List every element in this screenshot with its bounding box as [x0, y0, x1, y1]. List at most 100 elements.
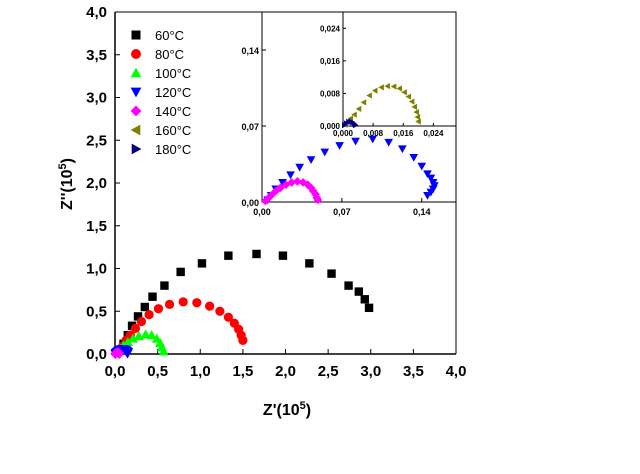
- inset2-plot-frame: [342, 11, 457, 127]
- inset-data-point: [286, 171, 295, 180]
- y-tick-label: 2,0: [86, 175, 107, 192]
- x-tick-label: 0,5: [147, 363, 168, 380]
- y-axis-title: Z''(105): [57, 158, 76, 210]
- legend-marker: [130, 67, 142, 78]
- inset-x-tick-label: 0,00: [253, 207, 271, 217]
- inset-data-point: [306, 156, 316, 164]
- data-point: [354, 287, 364, 296]
- data-point: [364, 303, 374, 313]
- data-point: [238, 335, 248, 345]
- y-tick-label: 1,0: [86, 261, 107, 278]
- data-point: [122, 336, 133, 347]
- inset-y-tick-label: 0,07: [241, 122, 259, 132]
- inset-x-tick-label: 0,07: [333, 207, 351, 217]
- inset2-x-tick-label: 0,016: [393, 129, 414, 138]
- inset2-y-tick-label: 0,024: [320, 24, 341, 33]
- legend-label: 180°C: [155, 142, 191, 157]
- inset-data-point: [423, 170, 432, 179]
- data-point: [176, 267, 185, 277]
- y-tick-label: 3,0: [86, 90, 107, 107]
- data-point: [127, 333, 138, 343]
- legend-marker: [131, 49, 141, 59]
- data-point: [278, 251, 288, 260]
- x-tick-label: 4,0: [446, 363, 467, 380]
- data-point: [305, 259, 314, 268]
- inset2-x-tick-label: 0,008: [363, 129, 384, 138]
- legend-label: 60°C: [155, 28, 184, 43]
- inset2-data-point: [405, 93, 412, 100]
- data-point: [153, 304, 164, 314]
- y-tick-label: 0,5: [86, 303, 107, 320]
- legend-label: 100°C: [155, 66, 191, 81]
- data-point: [122, 349, 133, 359]
- inset-data-point: [423, 192, 432, 200]
- data-point: [148, 292, 157, 301]
- inset-data-point: [398, 145, 407, 154]
- data-point: [164, 299, 175, 310]
- inset2-y-tick-label: 0,000: [320, 122, 341, 131]
- data-point: [192, 298, 202, 308]
- inset-data-point: [409, 154, 419, 162]
- inset-y-tick-label: 0,14: [241, 46, 259, 56]
- inset2-data-point: [413, 109, 419, 116]
- legend-marker: [131, 143, 142, 155]
- data-point: [158, 346, 169, 356]
- data-point: [144, 310, 154, 320]
- data-point: [360, 295, 369, 304]
- inset2-data-point: [401, 89, 407, 96]
- legend-label: 80°C: [155, 47, 184, 62]
- inset2-data-point: [351, 111, 357, 118]
- data-point: [140, 302, 150, 312]
- inset2-data-points: [341, 82, 421, 129]
- inset-data-point: [313, 195, 323, 205]
- inset2-border: [342, 11, 457, 127]
- x-tick-label: 1,5: [232, 363, 253, 380]
- data-point: [205, 301, 215, 311]
- data-point: [178, 297, 188, 307]
- inset2-data-point: [360, 99, 367, 106]
- inset-data-point: [293, 177, 302, 186]
- inset2-data-point: [411, 103, 418, 110]
- inset2-data-point: [408, 98, 415, 105]
- inset2-data-point: [396, 85, 402, 92]
- legend-marker: [130, 87, 142, 98]
- legend-label: 160°C: [155, 123, 191, 138]
- inset-data-points: [261, 135, 439, 206]
- x-tick-label: 1,0: [190, 363, 211, 380]
- x-tick-label: 3,5: [403, 363, 424, 380]
- inset2-x-tick-label: 0,000: [333, 129, 354, 138]
- legend-marker: [130, 105, 142, 117]
- data-point: [327, 269, 336, 278]
- inset2-data-point: [384, 82, 390, 90]
- data-point: [133, 312, 143, 321]
- legend-marker: [130, 124, 141, 136]
- data-point: [146, 330, 157, 340]
- data-point: [215, 306, 225, 316]
- inset-data-point: [278, 179, 287, 187]
- inset2-x-tick-label: 0,024: [423, 129, 444, 138]
- inset2-y-tick-label: 0,016: [320, 57, 341, 66]
- legend-marker: [131, 30, 141, 40]
- data-point: [114, 348, 125, 359]
- y-tick-label: 0,0: [86, 346, 107, 363]
- data-point: [344, 281, 353, 290]
- x-tick-label: 3,0: [360, 363, 381, 380]
- x-tick-label: 2,5: [318, 363, 339, 380]
- inset-data-point: [295, 163, 304, 172]
- inset-data-point: [335, 142, 344, 150]
- y-tick-label: 4,0: [86, 4, 107, 21]
- x-tick-label: 2,0: [275, 363, 296, 380]
- legend-label: 120°C: [155, 85, 191, 100]
- data-point: [140, 329, 151, 339]
- inset-y-tick-label: 0,00: [241, 198, 259, 208]
- y-tick-label: 1,5: [86, 218, 107, 235]
- data-point: [223, 312, 234, 322]
- inset-data-point: [384, 138, 393, 147]
- inset-data-point: [275, 183, 285, 193]
- inset2-data-point: [390, 83, 397, 90]
- inset-data-point: [417, 162, 427, 171]
- inset2-data-point: [414, 113, 421, 121]
- inset2-data-point: [355, 105, 362, 113]
